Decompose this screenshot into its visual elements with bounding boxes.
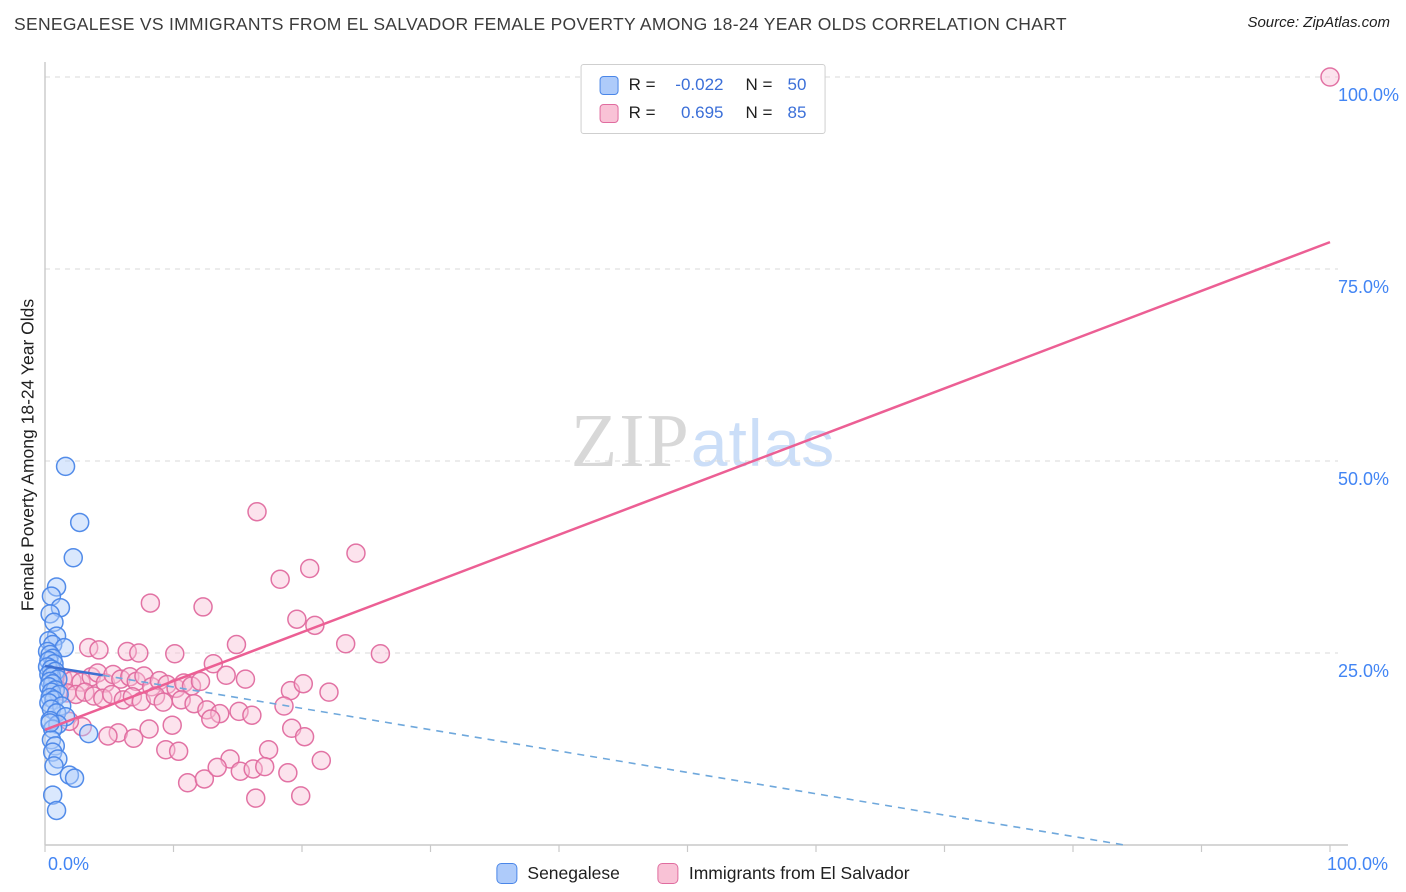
data-point xyxy=(247,501,267,522)
data-point xyxy=(270,569,290,590)
y-tick-label: 75.0% xyxy=(1338,277,1389,297)
r-label: R = xyxy=(628,75,656,94)
data-point xyxy=(123,728,144,748)
data-point xyxy=(287,609,307,629)
data-point xyxy=(153,692,173,712)
data-point xyxy=(139,719,159,739)
x-tick-label: 100.0% xyxy=(1327,854,1388,874)
source-attribution: Source: ZipAtlas.com xyxy=(1247,14,1390,31)
data-point xyxy=(46,577,67,597)
data-point xyxy=(235,669,256,689)
data-point xyxy=(201,709,221,729)
el-salvador-swatch xyxy=(599,103,619,123)
y-tick-label: 25.0% xyxy=(1338,661,1389,681)
legend-label-senegalese: Senegalese xyxy=(527,863,620,883)
data-point xyxy=(190,671,211,692)
n-value-el-salvador: 85 xyxy=(787,103,807,122)
data-point xyxy=(226,634,247,655)
trend-line xyxy=(44,240,1331,731)
legend-row-el-salvador: R = 0.695 N = 85 xyxy=(599,103,807,123)
n-label: N = xyxy=(745,103,773,122)
data-point xyxy=(40,713,60,733)
data-point xyxy=(258,740,279,760)
r-value-senegalese: -0.022 xyxy=(675,75,724,94)
legend-row-senegalese: R = -0.022 N = 50 xyxy=(599,75,807,95)
senegalese-swatch xyxy=(496,863,518,884)
data-point xyxy=(278,763,298,783)
data-point xyxy=(177,773,198,793)
data-point xyxy=(335,634,356,654)
data-point xyxy=(242,705,262,725)
data-point xyxy=(44,756,64,776)
trend-line xyxy=(102,674,1125,846)
data-point xyxy=(165,644,185,664)
data-point xyxy=(162,715,182,735)
senegalese-swatch xyxy=(599,75,619,95)
data-point xyxy=(290,786,311,806)
el-salvador-swatch xyxy=(657,863,679,884)
data-point xyxy=(42,785,63,805)
legend-item-senegalese: Senegalese xyxy=(496,863,620,884)
data-point xyxy=(294,726,315,747)
legend-item-el-salvador: Immigrants from El Salvador xyxy=(657,863,910,884)
legend-label-el-salvador: Immigrants from El Salvador xyxy=(688,863,910,883)
data-point xyxy=(293,673,314,694)
data-point xyxy=(71,672,91,692)
header: SENEGALESE VS IMMIGRANTS FROM EL SALVADO… xyxy=(0,0,1406,46)
data-point xyxy=(299,558,320,579)
r-label: R = xyxy=(628,103,656,122)
data-point xyxy=(168,741,189,762)
x-tick-label: 0.0% xyxy=(48,854,89,874)
data-point xyxy=(129,643,149,663)
data-point xyxy=(216,665,236,686)
data-point xyxy=(311,750,332,771)
data-point xyxy=(346,543,366,563)
series-legend: Senegalese Immigrants from El Salvador xyxy=(486,861,920,886)
y-tick-label: 50.0% xyxy=(1338,469,1389,489)
data-point xyxy=(55,456,76,477)
watermark-zip: ZIP xyxy=(570,399,691,483)
data-point xyxy=(207,757,227,778)
data-point xyxy=(46,800,67,821)
data-point xyxy=(78,723,99,744)
correlation-legend: R = -0.022 N = 50 R = 0.695 N = 85 xyxy=(580,64,826,134)
data-point xyxy=(63,548,84,568)
data-point xyxy=(64,768,85,788)
watermark-atlas: atlas xyxy=(690,406,836,480)
data-point xyxy=(98,726,118,746)
data-point xyxy=(134,666,154,686)
r-value-el-salvador: 0.695 xyxy=(680,103,724,122)
data-point xyxy=(194,769,215,789)
data-point xyxy=(254,756,275,777)
data-point xyxy=(243,759,263,779)
y-axis-label: Female Poverty Among 18-24 Year Olds xyxy=(17,298,38,612)
data-point xyxy=(89,640,109,660)
watermark: ZIPatlas xyxy=(571,398,835,485)
trend-line xyxy=(44,664,104,677)
data-point xyxy=(69,512,90,533)
y-tick-label: 100.0% xyxy=(1338,85,1399,105)
data-point xyxy=(1320,67,1340,87)
n-value-senegalese: 50 xyxy=(787,75,807,94)
data-point xyxy=(140,593,161,613)
data-point xyxy=(245,788,266,808)
data-point xyxy=(370,644,391,664)
data-point xyxy=(193,597,213,617)
data-point xyxy=(319,682,339,702)
n-label: N = xyxy=(745,75,773,94)
page-title: SENEGALESE VS IMMIGRANTS FROM EL SALVADO… xyxy=(14,14,1067,34)
